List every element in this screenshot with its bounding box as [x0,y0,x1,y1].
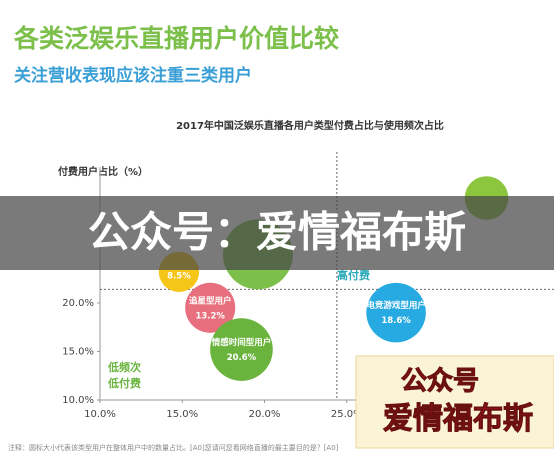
chart-title: 2017年中国泛娱乐直播各用户类型付费占比与使用频次占比 [176,119,444,132]
bubble-value: 8.5% [167,271,191,281]
bubble-value: 18.6% [381,316,411,326]
bubble [210,318,273,381]
bubble [366,282,426,343]
quadrant-label: 低频次 [107,360,141,374]
footnote: 注释：圆标大小代表该类型用户在整体用户中的数量占比。[A0]您请问您看网络直播的… [8,443,339,452]
x-tick-label: 10.0% [84,409,116,420]
bubble-value: 13.2% [195,311,225,321]
y-tick-label: 10.0% [62,395,94,406]
y-tick-label: 20.0% [62,298,94,309]
page-subtitle: 关注营收表现应该注重三类用户 [14,65,252,86]
watermark-box [355,355,554,449]
x-tick-label: 15.0% [166,409,198,420]
bubble [185,282,236,333]
watermark-band [0,196,554,270]
page-title: 各类泛娱乐直播用户价值比较 [13,24,339,53]
y-axis-label: 付费用户占比（%） [58,165,148,178]
watermark-box-text: 爱情福布斯 [383,402,533,437]
y-tick-label: 15.0% [62,346,94,357]
watermark-box-text: 公众号 [401,367,479,397]
bubble-name: 电竞游戏型用户 [366,300,426,311]
bubble-value: 20.6% [227,353,257,363]
quadrant-label: 低付费 [107,376,141,390]
bubble-name: 追星型用户 [189,295,232,306]
x-tick-label: 25.0% [331,409,363,420]
quadrant-label: 高付费 [337,268,370,282]
bubble-name: 情感时间型用户 [211,337,272,348]
watermark-text: 公众号：爱情福布斯 [88,208,466,257]
x-tick-label: 20.0% [249,409,281,420]
